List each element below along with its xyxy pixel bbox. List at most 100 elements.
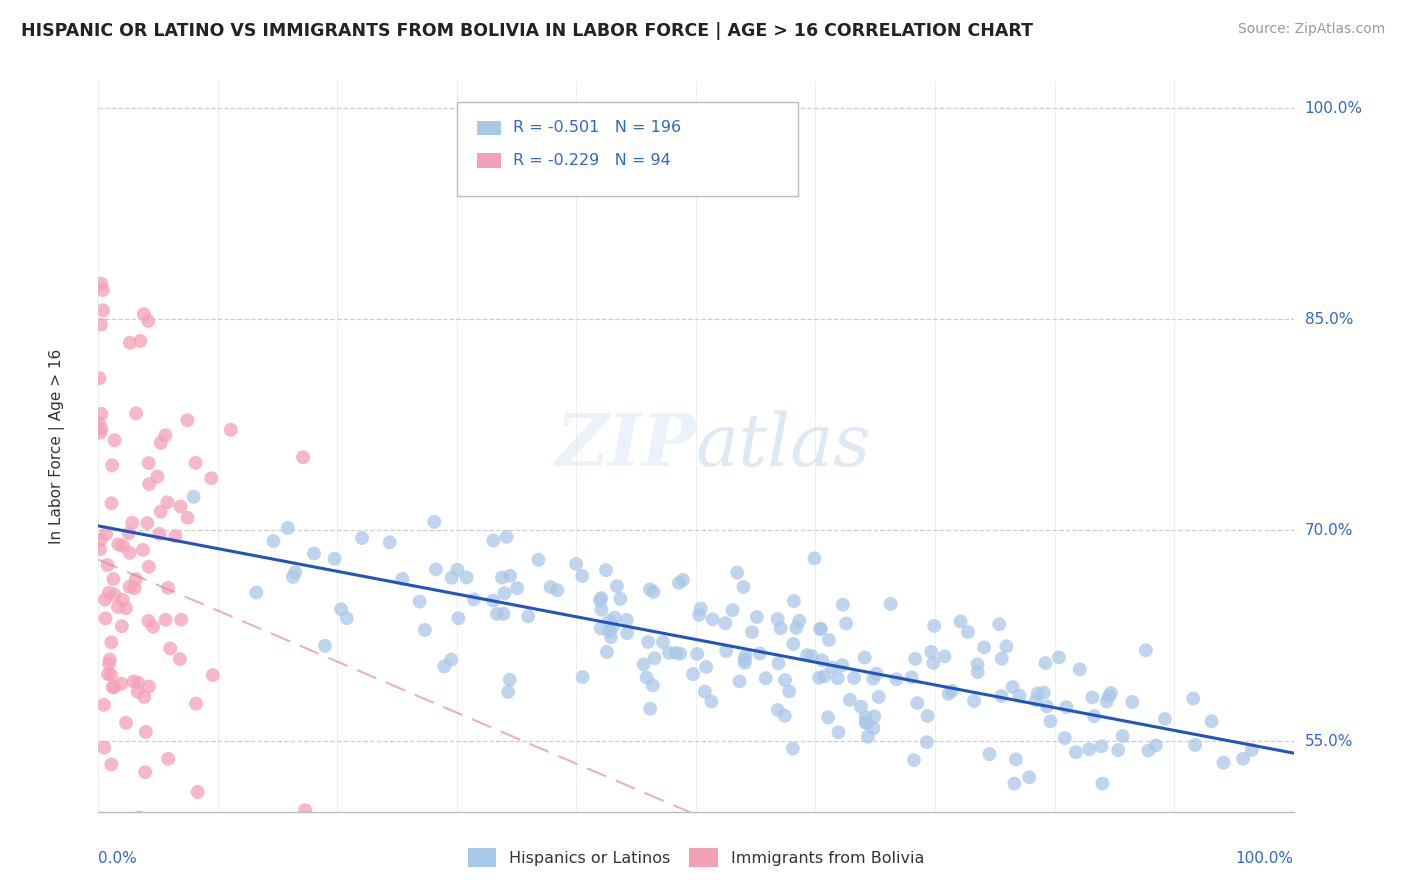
Point <box>903 753 925 767</box>
Point <box>1212 756 1234 770</box>
Point <box>138 456 160 470</box>
Point <box>184 697 207 711</box>
Point <box>636 671 658 685</box>
Point <box>803 551 825 566</box>
Point <box>838 693 860 707</box>
Point <box>413 623 436 637</box>
Point <box>89 371 111 385</box>
Point <box>100 496 122 510</box>
Point <box>862 721 884 735</box>
Point <box>855 710 877 724</box>
Point <box>778 684 800 698</box>
Point <box>183 490 205 504</box>
Point <box>129 334 152 348</box>
Point <box>695 660 717 674</box>
Point <box>107 537 129 551</box>
Point <box>93 740 115 755</box>
Point <box>91 303 114 318</box>
Point <box>1184 738 1206 752</box>
Point <box>107 599 129 614</box>
Point <box>813 669 835 683</box>
Point <box>136 314 159 328</box>
Point <box>686 647 709 661</box>
Point <box>495 530 517 544</box>
Point <box>609 591 631 606</box>
Point <box>800 648 823 663</box>
Point <box>187 785 209 799</box>
Point <box>423 515 446 529</box>
Point <box>787 614 810 628</box>
Point <box>591 602 613 616</box>
Point <box>1095 694 1118 708</box>
Point <box>100 668 122 682</box>
Point <box>491 570 513 584</box>
Point <box>920 645 942 659</box>
Point <box>546 583 568 598</box>
Point <box>734 648 756 663</box>
Point <box>741 625 763 640</box>
Point <box>284 566 307 580</box>
Point <box>773 708 796 723</box>
Point <box>599 624 621 639</box>
Point <box>149 505 172 519</box>
Point <box>90 422 112 436</box>
Point <box>100 635 122 649</box>
Point <box>668 575 690 590</box>
Point <box>595 563 617 577</box>
Point <box>714 644 737 658</box>
Point <box>596 645 619 659</box>
Point <box>863 709 886 723</box>
Point <box>1026 686 1049 700</box>
Point <box>494 586 516 600</box>
Point <box>110 676 132 690</box>
Text: Source: ZipAtlas.com: Source: ZipAtlas.com <box>1237 22 1385 37</box>
Point <box>91 283 114 297</box>
Point <box>94 592 117 607</box>
Point <box>689 601 711 615</box>
Point <box>90 318 112 332</box>
Point <box>1107 743 1129 757</box>
Point <box>90 533 112 547</box>
Point <box>734 652 756 666</box>
Point <box>966 657 988 672</box>
Point <box>821 660 844 674</box>
Legend: Hispanics or Latinos, Immigrants from Bolivia: Hispanics or Latinos, Immigrants from Bo… <box>461 842 931 873</box>
Point <box>90 277 112 291</box>
Point <box>115 601 138 615</box>
Point <box>323 551 346 566</box>
Point <box>1111 729 1133 743</box>
Point <box>658 646 681 660</box>
Point <box>302 546 325 560</box>
Point <box>499 568 522 582</box>
Point <box>170 613 193 627</box>
Point <box>336 611 359 625</box>
Point <box>148 527 170 541</box>
Point <box>956 624 979 639</box>
Point <box>93 698 115 712</box>
Point <box>517 609 540 624</box>
Point <box>831 658 853 673</box>
Point <box>934 649 956 664</box>
Point <box>111 592 134 607</box>
Point <box>827 725 849 739</box>
Point <box>591 591 613 605</box>
Point <box>855 715 877 730</box>
Text: 100.0%: 100.0% <box>1236 851 1294 865</box>
Point <box>963 694 986 708</box>
Point <box>463 592 485 607</box>
Point <box>1137 743 1160 757</box>
Point <box>169 652 191 666</box>
Point <box>643 585 665 599</box>
Point <box>89 425 111 440</box>
Point <box>922 656 945 670</box>
Point <box>589 622 612 636</box>
Point <box>879 597 901 611</box>
Point <box>862 672 884 686</box>
Point <box>915 735 938 749</box>
Point <box>101 458 124 473</box>
Point <box>132 307 155 321</box>
Point <box>748 647 770 661</box>
Point <box>1025 693 1047 707</box>
Point <box>527 553 550 567</box>
Point <box>118 546 141 560</box>
